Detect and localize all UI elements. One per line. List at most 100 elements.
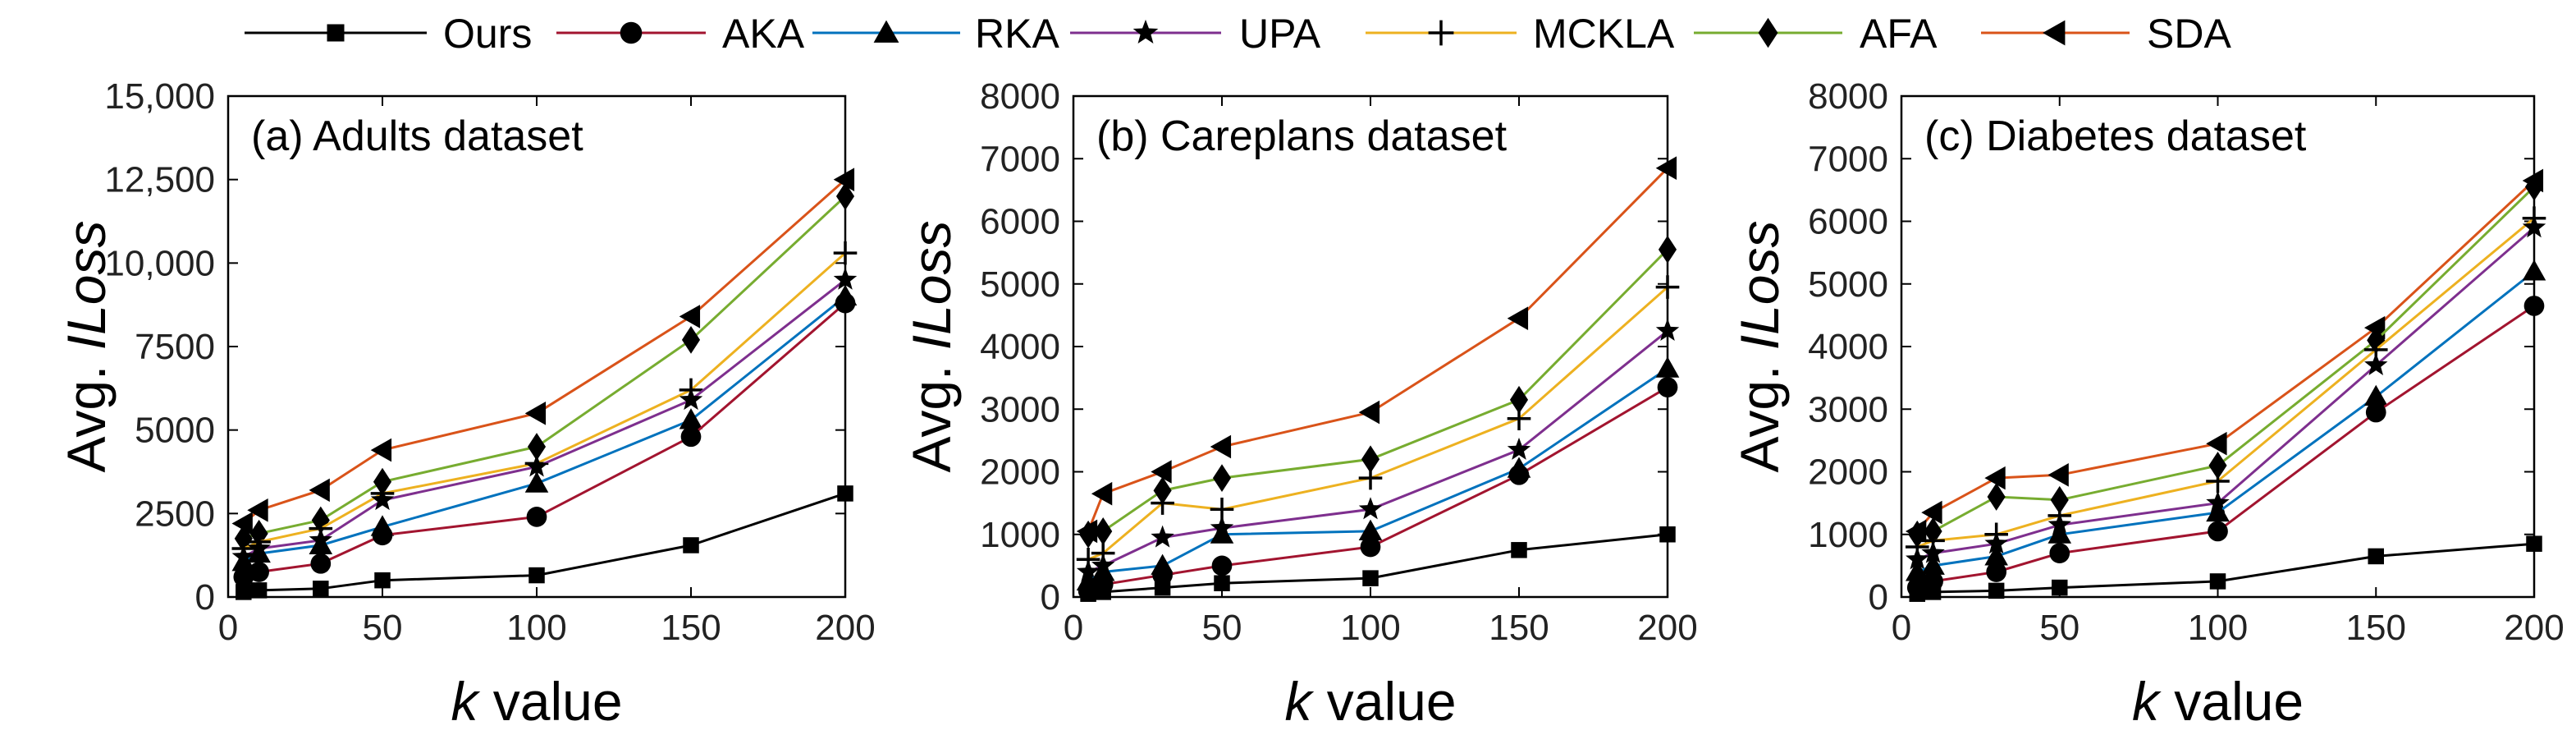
data-point-ours (1924, 584, 1942, 600)
data-point-aka (2208, 521, 2228, 542)
x-axis-label-rest: value (1311, 671, 1456, 732)
data-point-ours (1362, 570, 1379, 586)
data-point-ours (2052, 579, 2068, 596)
legend-entry-mckla: MCKLA (1366, 11, 1675, 57)
x-tick-label: 50 (2039, 608, 2080, 648)
legend-label: UPA (1239, 11, 1321, 57)
data-point-mckla (1151, 491, 1174, 515)
legend-marker-star-icon (1132, 19, 1159, 44)
y-axis-label-var: ILoss (56, 221, 117, 351)
legend-marker-plus-icon (1428, 20, 1454, 46)
data-point-mckla (1507, 406, 1531, 430)
x-tick-label: 200 (2504, 608, 2564, 648)
x-tick-label: 50 (1202, 608, 1242, 648)
data-point-ours (1659, 526, 1676, 543)
data-point-sda (1984, 466, 2006, 490)
data-point-afa (1987, 483, 2006, 511)
data-point-ours (2526, 535, 2542, 552)
series-line-mckla (1087, 286, 1668, 561)
series-afa (1908, 172, 2544, 549)
y-axis-label-var: ILoss (1729, 221, 1790, 351)
y-tick-label: 5000 (135, 411, 215, 451)
data-point-sda (2206, 431, 2227, 456)
legend-marker-circle-icon (620, 21, 643, 44)
data-point-mckla (2206, 469, 2230, 494)
x-tick-label: 0 (1064, 608, 1083, 648)
legend-entry-ours: Ours (245, 11, 532, 57)
y-tick-label: 4000 (1808, 327, 1888, 367)
data-point-rka (1984, 544, 2008, 566)
data-point-aka (680, 426, 702, 448)
data-point-aka (310, 553, 332, 574)
data-point-afa (1153, 476, 1172, 505)
data-point-upa (2522, 215, 2546, 238)
y-tick-label: 6000 (1808, 202, 1888, 242)
legend-label: AFA (1860, 11, 1938, 57)
plot-area (1905, 168, 2546, 602)
panel-title: (b) Careplans dataset (1096, 113, 1508, 160)
data-point-sda (1921, 500, 1942, 525)
data-point-aka (1657, 377, 1678, 397)
data-point-rka (1091, 560, 1115, 581)
legend-marker-diamond-icon (1758, 17, 1778, 48)
data-point-upa (1151, 525, 1174, 548)
panel-title: (c) Diabetes dataset (1924, 113, 2307, 160)
series-aka (233, 292, 856, 587)
series-aka (1906, 296, 2545, 598)
x-tick-label: 100 (1340, 608, 1400, 648)
data-point-ours (1909, 586, 1926, 602)
legend-entry-aka: AKA (556, 11, 805, 57)
legend-entry-upa: UPA (1070, 11, 1321, 57)
series-line-mckla (243, 251, 846, 550)
x-tick-label: 0 (1892, 608, 1911, 648)
data-point-sda (833, 168, 855, 191)
data-point-mckla (1655, 275, 1680, 299)
y-tick-label: 7000 (1808, 139, 1888, 179)
x-tick-label: 100 (2188, 608, 2248, 648)
data-point-aka (2049, 543, 2070, 563)
legend-label: SDA (2147, 11, 2231, 57)
data-point-ours (528, 567, 545, 584)
data-point-upa (1655, 318, 1680, 342)
data-point-aka (2523, 296, 2545, 316)
data-point-rka (1905, 560, 1929, 581)
data-point-rka (309, 533, 333, 555)
y-tick-label: 0 (1869, 577, 1888, 618)
x-tick-label: 0 (218, 608, 238, 648)
data-point-sda (679, 305, 701, 328)
data-point-aka (1360, 536, 1381, 558)
legend-marker-square-icon (327, 24, 345, 42)
legend-label: Ours (443, 11, 532, 57)
series-line-afa (1087, 248, 1669, 536)
data-point-aka (2365, 402, 2386, 423)
data-point-sda (370, 438, 392, 462)
data-point-rka (1210, 522, 1234, 544)
chart-panel-2: 0 1000 2000 3000 4000 5000 6000 7000 8000 0 50 100 1… (901, 76, 1698, 732)
plot-area (231, 168, 858, 600)
x-axis-label-var: k (1284, 671, 1314, 732)
data-point-upa (1921, 540, 1945, 563)
series-sda (1905, 168, 2544, 544)
data-point-afa (2524, 172, 2544, 201)
data-point-upa (524, 454, 549, 477)
data-point-rka (524, 471, 549, 493)
y-axis-label-var: ILoss (901, 221, 962, 351)
data-point-rka (2522, 259, 2546, 281)
legend-label: AKA (722, 11, 805, 57)
data-point-aka (372, 525, 393, 546)
y-tick-label: 5000 (980, 264, 1060, 305)
y-tick-label: 8000 (980, 76, 1060, 117)
y-axis-label: Avg. ILoss (1729, 221, 1790, 473)
y-tick-label: 12,500 (104, 160, 215, 200)
y-tick-label: 10,000 (104, 243, 215, 283)
series-sda (231, 168, 855, 535)
y-tick-label: 3000 (1808, 389, 1888, 429)
data-point-sda (2048, 463, 2069, 487)
data-point-rka (2048, 522, 2072, 544)
data-point-afa (1509, 385, 1529, 414)
x-tick-label: 50 (363, 608, 403, 648)
series-rka (1905, 259, 2546, 581)
data-point-upa (1507, 437, 1531, 460)
x-axis-label: k value (1284, 671, 1456, 732)
